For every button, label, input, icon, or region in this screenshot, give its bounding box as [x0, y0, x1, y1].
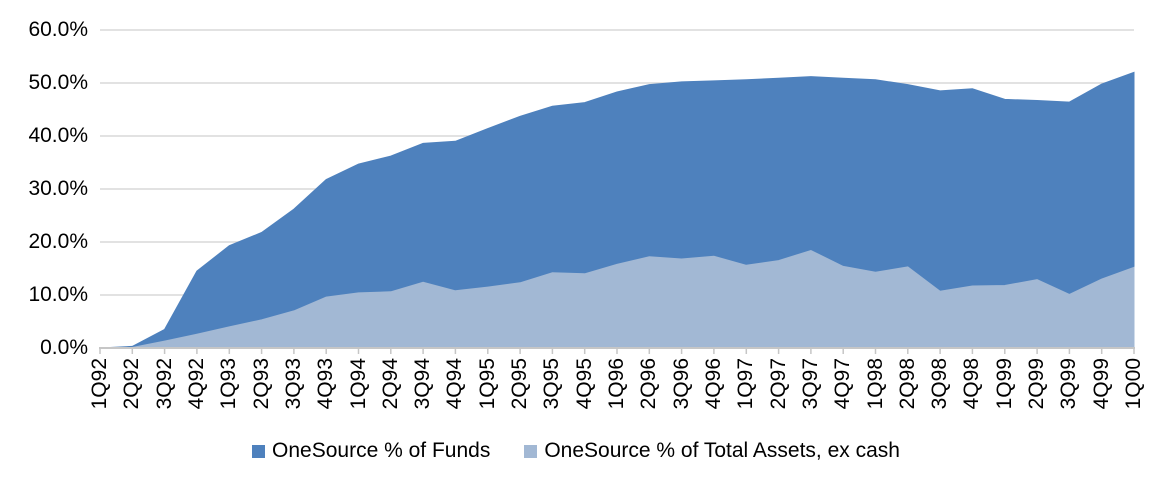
x-axis-label: 1Q93 — [217, 358, 241, 410]
y-axis-label: 50.0% — [28, 71, 88, 94]
x-axis-label: 2Q95 — [508, 358, 532, 410]
x-axis-label: 3Q97 — [798, 358, 822, 410]
x-axis-label: 3Q96 — [669, 358, 693, 410]
x-axis-label: 2Q92 — [120, 358, 144, 410]
x-axis-label: 4Q95 — [572, 358, 596, 410]
assets-legend-swatch-icon — [524, 444, 538, 458]
y-axis-label: 40.0% — [28, 124, 88, 147]
x-axis-label: 3Q93 — [281, 358, 305, 410]
x-axis-label: 1Q96 — [605, 358, 628, 410]
funds-legend-swatch-icon — [252, 444, 266, 458]
x-axis-label: 1Q92 — [88, 358, 111, 410]
x-axis-label: 1Q00 — [1122, 358, 1145, 410]
x-axis-label: 4Q98 — [960, 358, 984, 410]
y-axis-label: 30.0% — [28, 177, 88, 200]
x-axis-label: 2Q94 — [378, 358, 402, 410]
legend-label-funds: OneSource % of Funds — [272, 439, 491, 462]
chart-plot — [99, 29, 1135, 354]
x-axis-label: 1Q95 — [475, 358, 499, 410]
x-axis-label: 3Q99 — [1057, 358, 1081, 410]
x-axis-label: 1Q99 — [992, 358, 1016, 410]
x-axis-label: 3Q98 — [928, 358, 952, 410]
y-axis-label: 0.0% — [40, 336, 88, 359]
x-axis-label: 4Q99 — [1089, 358, 1113, 410]
y-axis-label: 60.0% — [28, 18, 88, 41]
legend-item-funds: OneSource % of Funds — [252, 439, 490, 463]
x-axis-label: 2Q99 — [1025, 358, 1049, 410]
x-axis-label: 2Q96 — [637, 358, 661, 410]
x-axis-label: 1Q98 — [863, 358, 887, 410]
legend-item-assets: OneSource % of Total Assets, ex cash — [524, 439, 900, 463]
x-axis-label: 4Q92 — [184, 358, 208, 410]
x-axis-label: 1Q94 — [346, 358, 370, 410]
x-axis-label: 3Q95 — [540, 358, 564, 410]
x-axis-label: 2Q98 — [895, 358, 919, 410]
y-axis-label: 10.0% — [28, 283, 88, 306]
legend: OneSource % of Funds OneSource % of Tota… — [0, 437, 1152, 465]
assets-area — [99, 249, 1135, 349]
x-axis-label: 2Q93 — [249, 358, 273, 410]
x-axis-label: 4Q96 — [701, 358, 725, 410]
x-axis-label: 3Q92 — [152, 358, 176, 410]
x-axis-label: 4Q94 — [443, 358, 467, 410]
legend-label-assets: OneSource % of Total Assets, ex cash — [544, 439, 900, 462]
x-axis-label: 1Q97 — [734, 358, 758, 410]
y-axis-label: 20.0% — [28, 230, 88, 253]
x-axis-label: 2Q97 — [766, 358, 790, 410]
x-axis-label: 4Q93 — [314, 358, 338, 410]
x-axis-label: 4Q97 — [831, 358, 855, 410]
x-axis-label: 3Q94 — [411, 358, 435, 410]
